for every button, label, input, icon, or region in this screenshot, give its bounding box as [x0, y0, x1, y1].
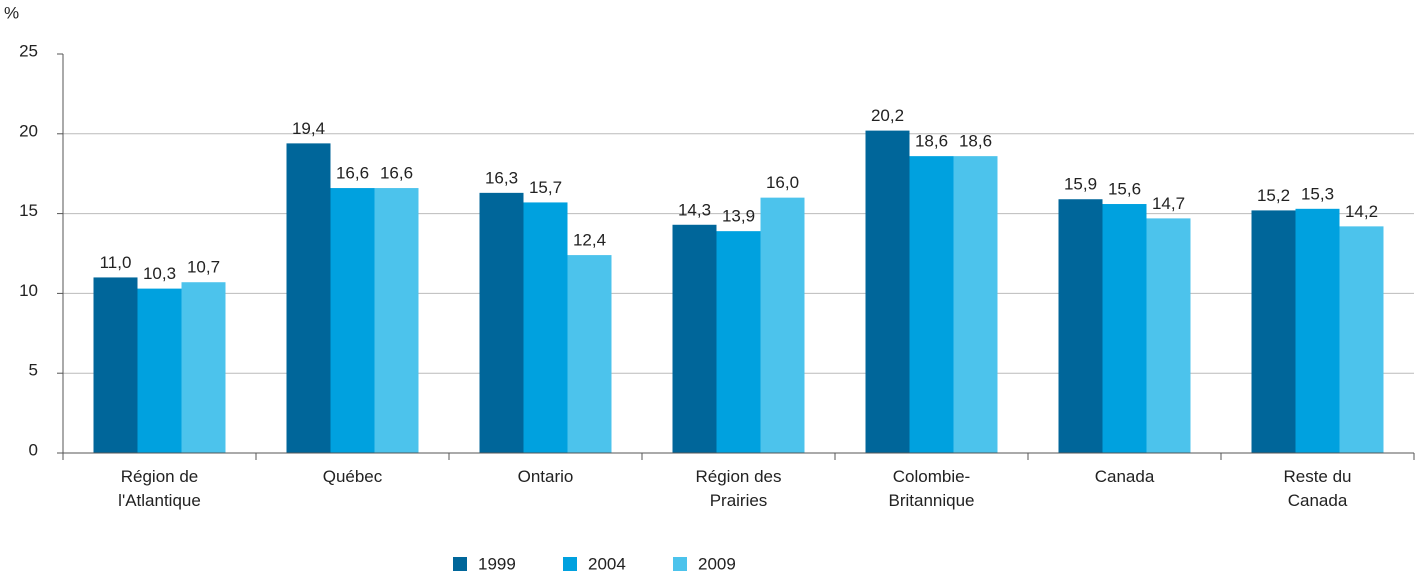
legend-label: 2009: [698, 554, 736, 573]
legend-label: 2004: [588, 554, 626, 573]
value-label: 18,6: [915, 132, 948, 151]
value-label: 16,6: [380, 164, 413, 183]
bar: [479, 192, 524, 454]
value-label: 15,6: [1108, 180, 1141, 199]
y-axis-label: %: [4, 3, 19, 22]
y-tick-label: 15: [19, 201, 38, 220]
value-label: 10,3: [143, 264, 176, 283]
value-label: 16,6: [336, 164, 369, 183]
bar: [286, 143, 331, 453]
bar: [93, 277, 138, 453]
value-label: 16,3: [485, 168, 518, 187]
value-label: 12,4: [573, 231, 606, 250]
value-label: 14,7: [1152, 194, 1185, 213]
y-tick-label: 25: [19, 41, 38, 60]
x-tick-label: Région des Prairies: [695, 467, 781, 510]
bar: [760, 197, 805, 453]
value-label: 20,2: [871, 106, 904, 125]
bar: [716, 231, 761, 453]
legend-swatch: [673, 557, 687, 571]
legend-label: 1999: [478, 554, 516, 573]
legend-swatch: [563, 557, 577, 571]
value-label: 14,3: [678, 200, 711, 219]
y-tick-label: 20: [19, 121, 38, 140]
value-label: 10,7: [187, 258, 220, 277]
y-tick-label: 0: [29, 440, 38, 459]
legend-swatch: [453, 557, 467, 571]
value-label: 16,0: [766, 173, 799, 192]
bar: [1102, 204, 1147, 453]
value-label: 19,4: [292, 119, 325, 138]
bar: [1339, 226, 1384, 453]
bar: [523, 202, 568, 453]
y-tick-label: 5: [29, 361, 38, 380]
bar: [1058, 199, 1103, 453]
x-tick-label: Colombie-Britannique: [888, 467, 974, 510]
y-tick-label: 10: [19, 281, 38, 300]
bar: [672, 224, 717, 453]
x-tick-label: Ontario: [518, 467, 574, 486]
bar: [909, 156, 954, 454]
bar: [181, 282, 226, 453]
value-label: 15,3: [1301, 184, 1334, 203]
bar: [1251, 210, 1296, 453]
value-label: 13,9: [722, 207, 755, 226]
value-label: 18,6: [959, 132, 992, 151]
x-tick-label: Québec: [323, 467, 383, 486]
bar: [567, 255, 612, 453]
x-tick-label: Région de l'Atlantique: [118, 467, 201, 510]
x-tick-label: Reste du Canada: [1283, 467, 1351, 510]
bar: [1146, 218, 1191, 453]
value-label: 15,9: [1064, 175, 1097, 194]
bar: [953, 156, 998, 454]
value-label: 15,2: [1257, 186, 1290, 205]
bar: [865, 130, 910, 453]
value-label: 11,0: [100, 253, 132, 272]
bar: [374, 188, 419, 453]
x-tick-label: Canada: [1095, 467, 1155, 486]
bar: [330, 188, 375, 453]
bar: [137, 288, 182, 453]
bar: [1295, 208, 1340, 453]
value-label: 14,2: [1345, 202, 1378, 221]
value-label: 15,7: [529, 178, 562, 197]
